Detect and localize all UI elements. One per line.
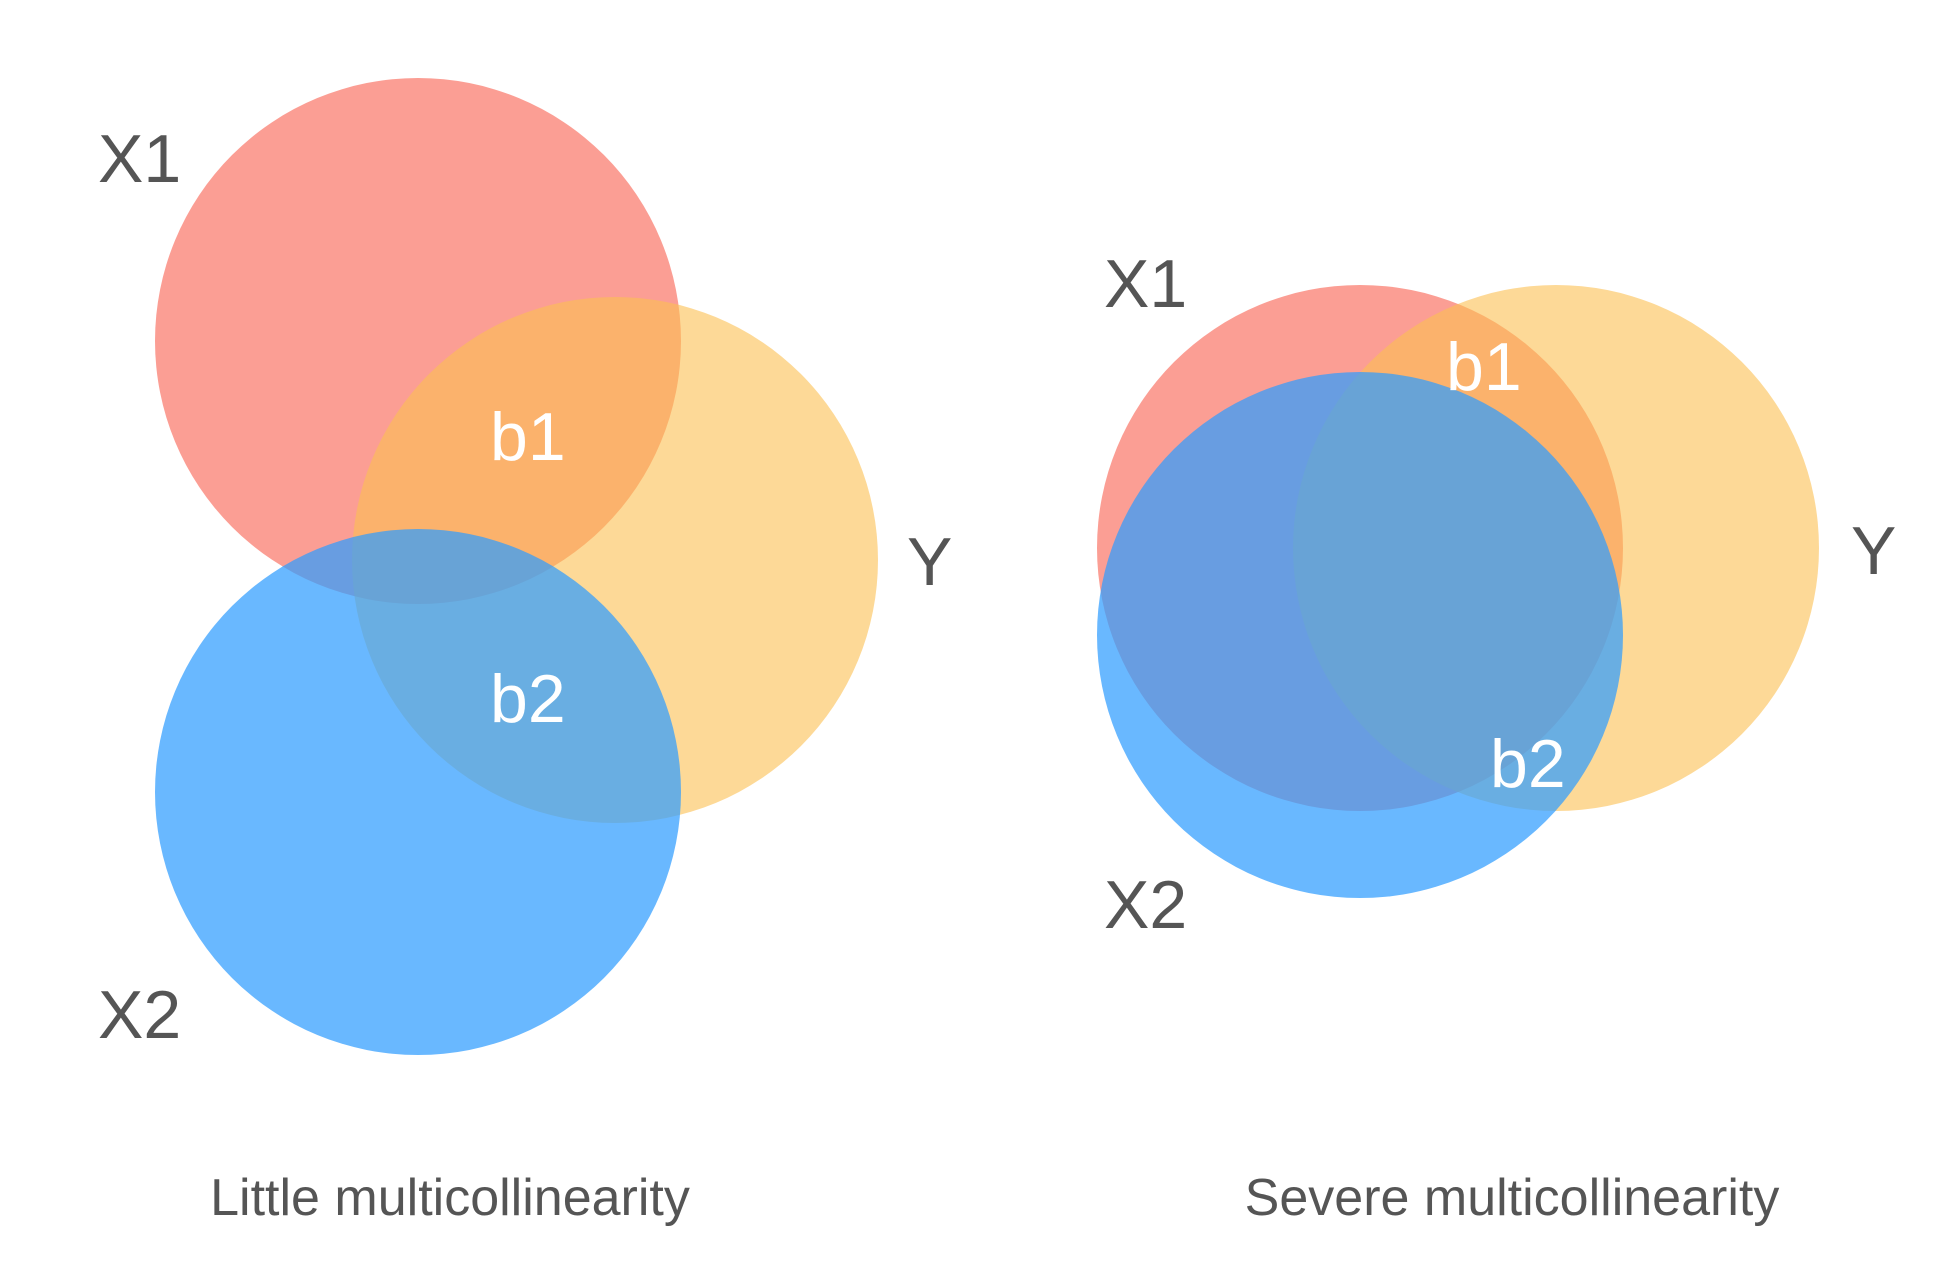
panel-little-multicollinearity: X1 X2 Y b1 b2 Little multicollinearity <box>98 78 952 1227</box>
caption-severe-multicollinearity: Severe multicollinearity <box>1245 1169 1780 1227</box>
label-b1: b1 <box>1446 329 1522 405</box>
label-x1: X1 <box>98 121 181 197</box>
panel-severe-multicollinearity: X1 X2 Y b1 b2 Severe multicollinearity <box>1097 246 1896 1227</box>
caption-little-multicollinearity: Little multicollinearity <box>210 1169 690 1227</box>
label-x2: X2 <box>1104 867 1187 943</box>
label-b2: b2 <box>490 661 566 737</box>
label-y: Y <box>1851 513 1896 589</box>
label-x1: X1 <box>1104 246 1187 322</box>
circle-x2 <box>1097 372 1623 898</box>
label-b1: b1 <box>490 399 566 475</box>
label-y: Y <box>907 524 952 600</box>
circle-x2 <box>155 529 681 1055</box>
label-b2: b2 <box>1490 726 1566 802</box>
label-x2: X2 <box>98 977 181 1053</box>
